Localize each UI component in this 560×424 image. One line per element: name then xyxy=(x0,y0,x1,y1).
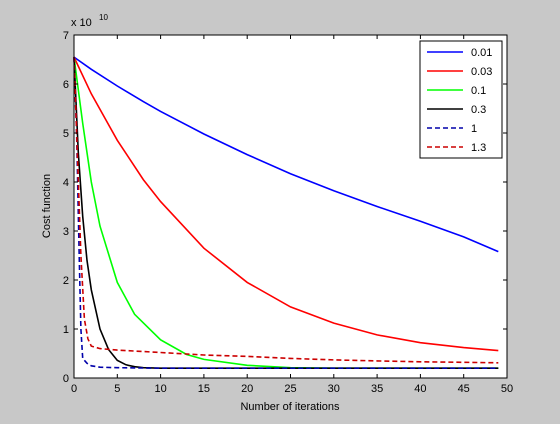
y-tick-label-0: 0 xyxy=(63,373,69,385)
legend-label-4: 1 xyxy=(471,123,477,135)
y-axis-label: Cost function xyxy=(41,174,53,238)
x-tick-label-6: 30 xyxy=(328,383,340,395)
x-tick-label-0: 0 xyxy=(71,383,77,395)
y-tick-label-1: 1 xyxy=(63,324,69,336)
legend-label-2: 0.1 xyxy=(471,85,486,97)
legend: 0.01 0.03 0.1 0.3 1 1.3 xyxy=(419,40,503,159)
legend-label-0: 0.01 xyxy=(471,47,492,59)
legend-label-1: 0.03 xyxy=(471,66,492,78)
y-tick-label-7: 7 xyxy=(63,30,69,42)
series-line-0 xyxy=(73,56,499,253)
y-tick-label-4: 4 xyxy=(63,177,69,189)
x-tick-label-8: 40 xyxy=(414,383,426,395)
x-tick-label-9: 45 xyxy=(458,383,470,395)
x-tick-label-2: 10 xyxy=(154,383,166,395)
plot-area xyxy=(73,56,499,370)
x-tick-label-10: 50 xyxy=(501,383,513,395)
y-tick-label-3: 3 xyxy=(63,226,69,238)
x-tick-label-1: 5 xyxy=(114,383,120,395)
x-tick-label-5: 25 xyxy=(284,383,296,395)
x-tick-label-4: 20 xyxy=(241,383,253,395)
series-line-1 xyxy=(73,56,499,352)
legend-label-3: 0.3 xyxy=(471,104,486,116)
x-tick-label-7: 35 xyxy=(371,383,383,395)
y-tick-label-2: 2 xyxy=(63,275,69,287)
x-axis-label: Number of iterations xyxy=(240,401,340,413)
legend-label-5: 1.3 xyxy=(471,142,486,154)
y-tick-label-6: 6 xyxy=(63,79,69,91)
y-exponent-power: 10 xyxy=(99,13,108,22)
series-line-4 xyxy=(73,57,499,370)
y-tick-label-5: 5 xyxy=(63,128,69,140)
legend-box xyxy=(419,40,503,159)
x-tick-label-3: 15 xyxy=(198,383,210,395)
series-line-5 xyxy=(73,57,499,364)
y-exponent-base: x 10 xyxy=(71,17,92,29)
